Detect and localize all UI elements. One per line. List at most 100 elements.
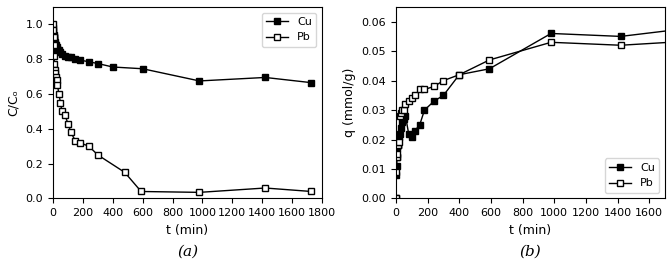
Pb xyxy=(393,144,401,147)
Cu xyxy=(396,132,404,135)
Pb xyxy=(398,108,407,112)
Cu xyxy=(50,37,58,40)
Cu xyxy=(421,108,429,112)
Cu xyxy=(52,45,60,49)
Pb xyxy=(52,78,60,82)
Pb xyxy=(67,131,75,134)
Cu xyxy=(439,94,448,97)
Text: (b): (b) xyxy=(519,245,542,259)
Cu xyxy=(138,67,146,70)
Cu xyxy=(55,49,63,52)
Pb xyxy=(411,94,419,97)
Cu xyxy=(395,135,403,138)
Cu xyxy=(71,57,79,61)
Cu xyxy=(405,132,413,135)
Cu xyxy=(308,81,316,84)
Cu xyxy=(49,30,57,33)
Pb xyxy=(50,68,58,71)
Cu xyxy=(56,51,65,54)
Cu xyxy=(49,26,57,30)
Pb xyxy=(50,63,58,66)
Cu xyxy=(50,38,58,42)
Pb xyxy=(392,156,401,159)
Pb xyxy=(52,75,60,78)
Cu xyxy=(400,117,408,121)
Pb xyxy=(408,97,416,100)
Cu xyxy=(394,141,402,144)
Pb xyxy=(85,145,93,148)
Pb xyxy=(58,110,66,113)
Pb xyxy=(50,44,58,47)
Cu xyxy=(416,123,424,127)
Cu xyxy=(67,56,75,59)
Pb xyxy=(196,191,204,194)
Pb xyxy=(308,190,316,193)
Pb xyxy=(547,41,555,44)
Pb xyxy=(261,186,269,190)
Pb xyxy=(617,44,625,47)
Pb xyxy=(394,144,402,147)
Cu xyxy=(401,114,409,118)
Cu xyxy=(485,67,493,70)
Pb xyxy=(396,114,404,118)
Cu xyxy=(61,54,69,57)
Cu xyxy=(392,164,401,168)
Pb xyxy=(71,139,79,143)
Cu xyxy=(547,32,555,35)
Cu xyxy=(53,47,61,50)
Pb xyxy=(121,171,129,174)
Cu xyxy=(196,79,204,83)
Pb xyxy=(416,88,424,91)
Cu xyxy=(50,40,58,43)
Cu xyxy=(85,60,93,63)
Cu xyxy=(396,126,405,129)
Cu xyxy=(430,100,438,103)
Line: Cu: Cu xyxy=(50,25,314,85)
Pb xyxy=(394,141,403,144)
Cu xyxy=(50,35,58,38)
Pb xyxy=(61,113,69,117)
Cu xyxy=(64,56,72,59)
Legend: Cu, Pb: Cu, Pb xyxy=(261,12,317,47)
Pb xyxy=(137,190,145,193)
Cu xyxy=(52,44,60,47)
Cu xyxy=(411,129,419,132)
Cu xyxy=(394,144,402,147)
Cu xyxy=(393,156,401,159)
Pb xyxy=(55,92,63,96)
Pb xyxy=(400,108,408,112)
Pb xyxy=(485,58,493,62)
Cu xyxy=(455,73,463,76)
Line: Cu: Cu xyxy=(393,28,672,201)
Cu xyxy=(392,173,401,176)
Pb xyxy=(430,85,438,88)
Pb xyxy=(396,111,405,115)
Pb xyxy=(49,23,57,26)
Pb xyxy=(394,144,402,147)
Cu xyxy=(51,42,59,45)
Legend: Cu, Pb: Cu, Pb xyxy=(605,159,659,193)
X-axis label: t (min): t (min) xyxy=(509,224,552,237)
X-axis label: t (min): t (min) xyxy=(167,224,208,237)
Cu xyxy=(408,135,416,138)
Cu xyxy=(94,62,102,65)
Cu xyxy=(50,33,58,36)
Pb xyxy=(94,153,102,157)
Y-axis label: q (mmol/g): q (mmol/g) xyxy=(343,68,356,137)
Y-axis label: C/Cₒ: C/Cₒ xyxy=(7,89,20,116)
Pb xyxy=(56,101,65,104)
Pb xyxy=(49,28,57,31)
Cu xyxy=(393,147,401,150)
Cu xyxy=(109,65,117,69)
Cu xyxy=(666,29,672,32)
Pb xyxy=(51,72,59,75)
Pb xyxy=(392,197,400,200)
Cu xyxy=(76,59,84,62)
Pb xyxy=(53,84,61,87)
Cu xyxy=(394,138,403,141)
Pb xyxy=(455,73,463,76)
Line: Pb: Pb xyxy=(393,40,672,201)
Line: Pb: Pb xyxy=(50,22,314,195)
Pb xyxy=(50,54,58,57)
Pb xyxy=(395,141,403,144)
